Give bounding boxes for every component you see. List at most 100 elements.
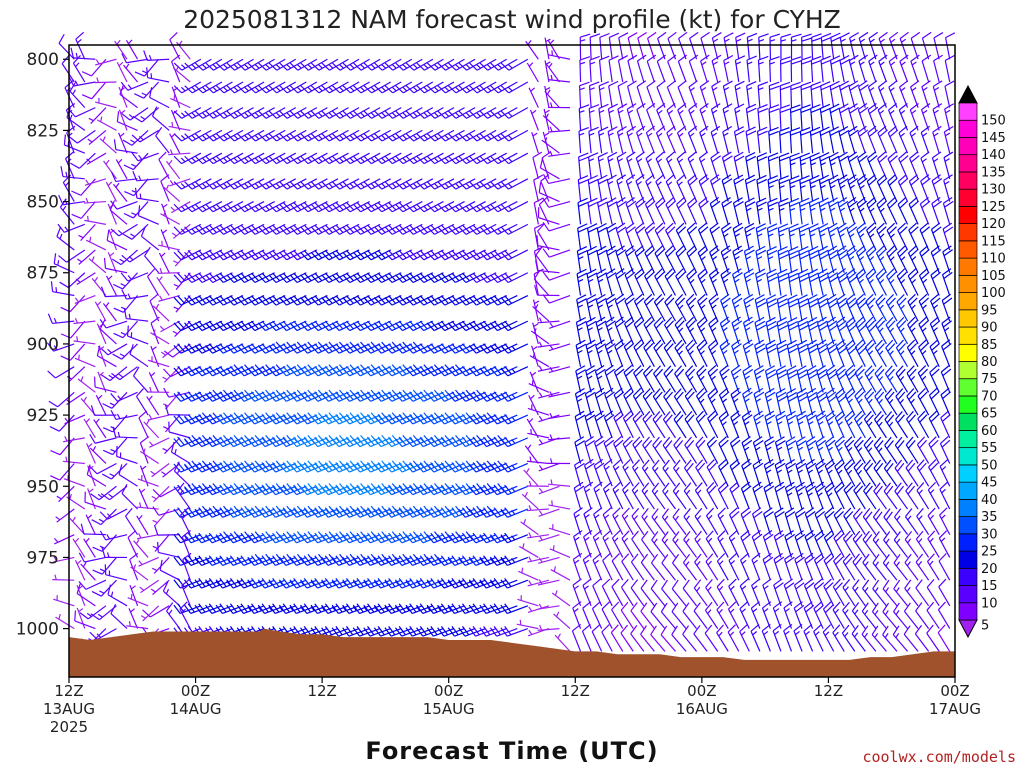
wind-barb bbox=[858, 80, 869, 108]
wind-barb bbox=[852, 507, 866, 535]
wind-barb bbox=[405, 223, 434, 235]
wind-barb bbox=[805, 481, 816, 510]
y-tick-label: 800 bbox=[27, 50, 59, 70]
wind-barb bbox=[695, 459, 708, 487]
wind-barb bbox=[797, 268, 810, 296]
wind-barb bbox=[620, 601, 634, 629]
wind-barb bbox=[740, 481, 752, 510]
wind-barb bbox=[517, 595, 539, 607]
wind-barb bbox=[903, 602, 919, 629]
wind-barb bbox=[331, 152, 360, 165]
wind-barb bbox=[115, 158, 128, 180]
wind-barb bbox=[139, 448, 159, 464]
wind-barb bbox=[573, 481, 585, 510]
wind-barb bbox=[159, 320, 181, 333]
wind-barb bbox=[675, 245, 687, 274]
wind-barb bbox=[426, 81, 455, 94]
wind-barb bbox=[374, 152, 402, 165]
wind-barb bbox=[310, 152, 339, 165]
wind-barb bbox=[930, 293, 941, 322]
x-tick-label: 00Z bbox=[181, 682, 210, 700]
wind-barb bbox=[416, 223, 444, 235]
wind-barb bbox=[591, 624, 603, 652]
wind-barb bbox=[630, 553, 645, 581]
wind-barb bbox=[871, 602, 887, 629]
wind-barb bbox=[786, 339, 799, 367]
x-tick-label: 2025 bbox=[50, 718, 88, 736]
wind-barb bbox=[699, 125, 709, 154]
wind-barb bbox=[627, 32, 638, 60]
wind-barb bbox=[728, 530, 740, 558]
wind-barb bbox=[578, 126, 589, 154]
wind-barb bbox=[616, 126, 627, 154]
wind-barb bbox=[863, 436, 877, 464]
wind-barb bbox=[682, 602, 698, 629]
wind-barb bbox=[928, 459, 940, 487]
wind-barb bbox=[616, 174, 627, 202]
wind-barb bbox=[926, 624, 940, 652]
wind-barb bbox=[778, 197, 789, 225]
credit-text[interactable]: coolwx.com/models bbox=[862, 748, 1016, 766]
wind-barb bbox=[943, 174, 953, 202]
wind-barb bbox=[824, 507, 835, 535]
wind-barb bbox=[548, 102, 571, 109]
wind-barb bbox=[602, 530, 613, 558]
wind-barb bbox=[788, 175, 800, 202]
colorbar-label: 40 bbox=[981, 493, 998, 508]
wind-barb bbox=[268, 178, 297, 190]
wind-barb bbox=[744, 197, 756, 225]
wind-barb bbox=[548, 412, 571, 420]
wind-barb bbox=[825, 410, 836, 439]
wind-barb bbox=[854, 339, 867, 367]
wind-barb bbox=[576, 268, 588, 296]
wind-barb bbox=[665, 174, 677, 202]
wind-barb bbox=[644, 222, 656, 251]
wind-barb bbox=[757, 55, 769, 83]
wind-barb bbox=[548, 126, 571, 133]
wind-barb bbox=[800, 56, 812, 83]
wind-barb bbox=[132, 107, 160, 123]
wind-barb bbox=[828, 197, 839, 225]
wind-barb bbox=[651, 531, 666, 558]
wind-barb bbox=[68, 107, 96, 118]
wind-barb bbox=[624, 293, 635, 322]
wind-barb bbox=[808, 197, 820, 225]
wind-barb bbox=[331, 129, 360, 142]
wind-barb bbox=[664, 294, 677, 322]
wind-barb bbox=[938, 578, 951, 607]
wind-barb bbox=[110, 391, 138, 402]
wind-barb bbox=[384, 201, 413, 213]
wind-barb bbox=[813, 601, 824, 629]
wind-barb bbox=[721, 151, 733, 179]
y-tick-label: 875 bbox=[27, 264, 59, 284]
wind-barb bbox=[705, 579, 719, 607]
wind-barb bbox=[279, 223, 307, 235]
wind-barb bbox=[789, 152, 801, 179]
wind-barb bbox=[150, 463, 170, 478]
wind-barb bbox=[644, 196, 656, 225]
wind-barb bbox=[76, 607, 86, 629]
wind-barb bbox=[59, 272, 86, 289]
wind-barb bbox=[533, 268, 544, 296]
wind-barb bbox=[741, 458, 752, 487]
wind-barb bbox=[108, 229, 118, 251]
wind-barb bbox=[602, 481, 613, 510]
wind-barb bbox=[906, 410, 919, 439]
colorbar-swatch bbox=[958, 464, 978, 483]
wind-barb bbox=[587, 152, 599, 179]
wind-barb bbox=[835, 387, 848, 416]
wind-barb bbox=[458, 58, 486, 71]
wind-barb bbox=[857, 151, 868, 180]
wind-barb bbox=[549, 320, 571, 329]
wind-barb bbox=[236, 272, 265, 284]
wind-barb bbox=[107, 584, 128, 607]
wind-barb bbox=[426, 107, 455, 119]
wind-barb bbox=[173, 272, 191, 290]
wind-barb bbox=[657, 31, 667, 60]
wind-barb bbox=[247, 249, 275, 261]
wind-barb bbox=[625, 174, 636, 202]
wind-barb bbox=[500, 462, 529, 473]
wind-barb bbox=[788, 246, 800, 273]
wind-barb bbox=[927, 553, 940, 581]
wind-barb bbox=[758, 33, 769, 60]
